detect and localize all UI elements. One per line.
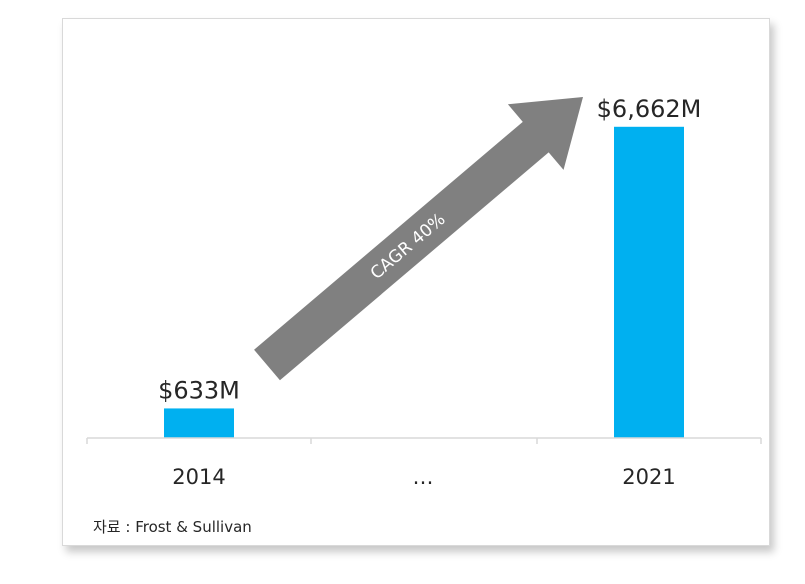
cagr-arrow: CAGR 40% [254,96,584,381]
data-label: $6,662M [597,95,702,123]
bar-2014 [164,408,234,438]
source-note: 자료 : Frost & Sullivan [93,518,252,536]
chart-card: CAGR 40% 2014 $633M … 2021 $6,662M 자료 : Fros… [62,18,770,546]
data-label: $633M [158,376,240,404]
x-tick-label: … [413,465,434,489]
bar-chart: CAGR 40% 2014 $633M … 2021 $6,662M 자료 : Fros… [86,95,762,536]
bar-2021 [614,126,684,438]
x-tick-label: 2014 [172,465,225,489]
x-tick-label: 2021 [622,465,675,489]
cagr-arrow-shape [254,96,584,381]
